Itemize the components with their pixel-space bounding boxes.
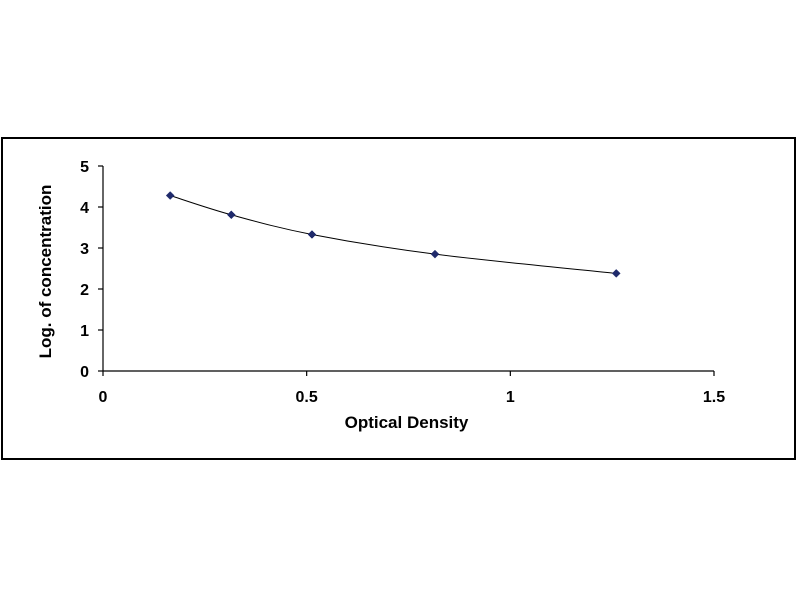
y-tick-label: 5 [80,159,89,176]
x-tick-label: 1.5 [703,389,725,406]
data-point [307,230,317,239]
x-tick-label: 0 [99,389,108,406]
data-point [611,269,621,278]
data-point [226,210,236,220]
y-tick-label: 1 [80,323,89,340]
x-axis-title: Optical Density [345,413,469,432]
x-tick-label: 1 [506,389,515,406]
data-point [430,249,440,259]
axes [102,166,714,372]
y-tick-label: 2 [80,282,89,299]
y-tick-label: 3 [80,241,89,258]
x-tick-label: 0.5 [296,389,318,406]
data-point [165,191,175,200]
trend-line [170,195,617,274]
ticks: 0 1 2 3 4 5 0 0.5 1 1.5 [80,159,725,406]
data-points [165,191,621,278]
trend-curve [170,195,617,274]
chart-frame [1,137,796,460]
y-axis-title: Log. of concentration [36,185,55,359]
y-tick-label: 0 [80,364,89,381]
y-tick-label: 4 [80,200,89,217]
